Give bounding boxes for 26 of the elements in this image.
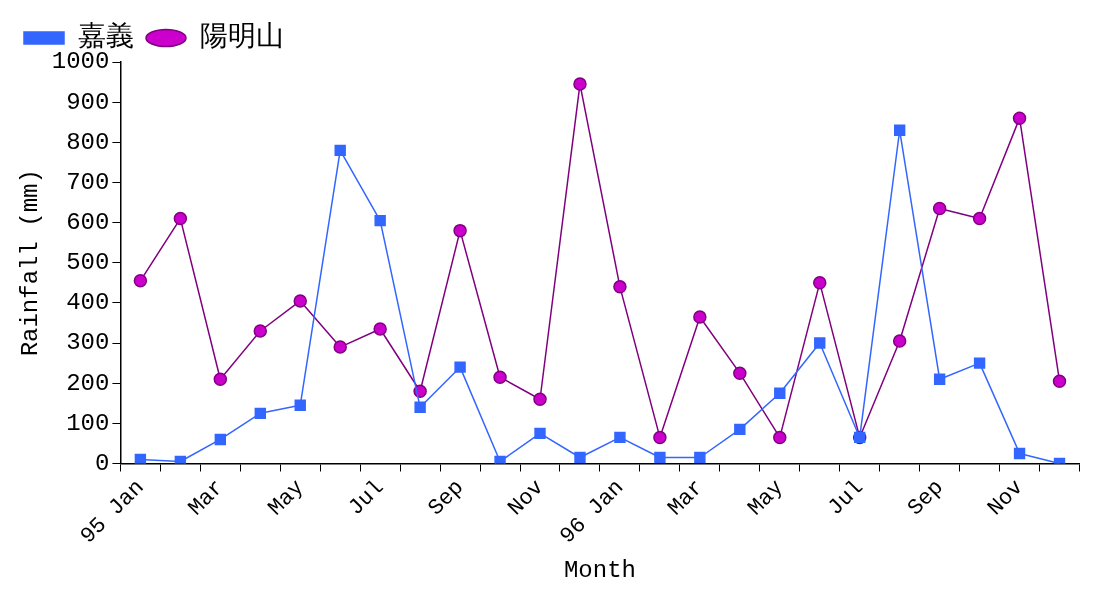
x-tick-label: Mar xyxy=(663,475,709,521)
x-tick-label: Nov xyxy=(982,475,1029,521)
y-tick-label: 200 xyxy=(66,369,110,397)
x-axis-title: Month xyxy=(563,556,636,584)
x-tick-label: Jul xyxy=(343,475,390,521)
legend-label: 陽明山 xyxy=(200,21,284,54)
x-tick-label: Sep xyxy=(903,475,949,521)
x-tick-label: May xyxy=(743,475,789,521)
y-tick-label: 700 xyxy=(66,168,110,196)
y-tick-label: 600 xyxy=(66,208,110,236)
y-tick-label: 800 xyxy=(66,128,110,156)
x-tick-label: Jul xyxy=(823,475,869,521)
y-tick-label: 500 xyxy=(66,249,110,277)
y-tick-label: 400 xyxy=(66,289,110,317)
x-tick-label: 96 Jan xyxy=(555,475,630,549)
y-tick-label: 300 xyxy=(66,329,110,357)
y-tick-label: 100 xyxy=(66,409,110,437)
y-axis-title: Rainfall (mm) xyxy=(16,169,44,357)
x-tick-label: Nov xyxy=(503,475,550,521)
x-tick-label: 95 Jan xyxy=(75,475,150,549)
y-tick-label: 0 xyxy=(95,449,110,477)
x-tick-label: Mar xyxy=(183,475,230,521)
x-tick-label: May xyxy=(263,475,310,521)
y-tick-label: 900 xyxy=(66,88,110,116)
y-tick-label: 1000 xyxy=(51,48,110,76)
x-tick-label: Sep xyxy=(423,475,470,521)
